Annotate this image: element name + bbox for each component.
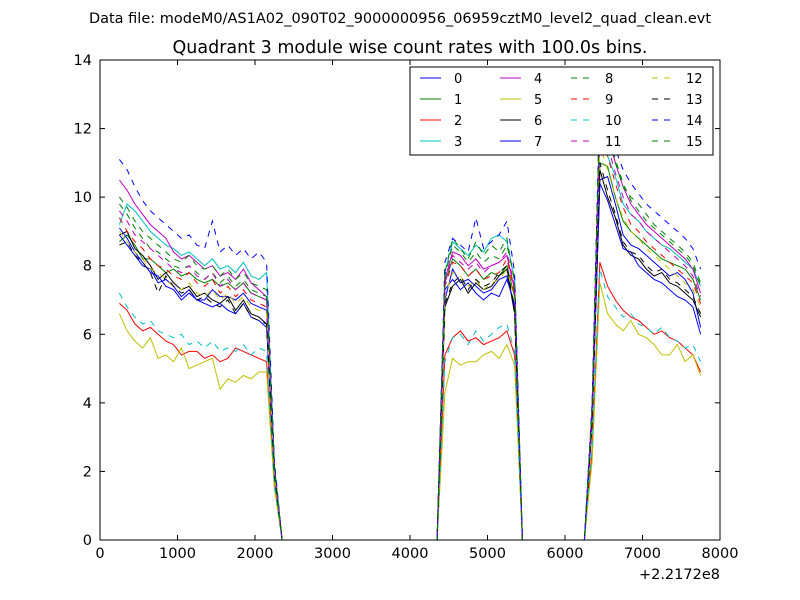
y-tick-label: 6: [83, 327, 92, 343]
series-line-0: [119, 175, 702, 541]
x-tick-label: 6000: [547, 546, 584, 562]
series-line-5: [118, 282, 702, 541]
legend-label-14: 14: [686, 114, 703, 129]
x-axis-offset-label: +2.2172e8: [639, 567, 720, 583]
x-tick-label: 7000: [624, 546, 661, 562]
y-tick-label: 0: [83, 533, 92, 549]
series-line-10: [118, 268, 702, 541]
series-line-3: [118, 140, 702, 541]
legend-label-6: 6: [534, 114, 542, 129]
legend-label-10: 10: [605, 114, 622, 129]
x-tick-label: 3000: [314, 546, 351, 562]
series-line-9: [118, 131, 702, 541]
chart-suptitle: Data file: modeM0/AS1A02_090T02_90000009…: [89, 11, 711, 27]
y-tick-label: 14: [74, 53, 92, 69]
series-line-14: [118, 97, 702, 541]
legend-label-2: 2: [454, 114, 462, 129]
legend-label-5: 5: [534, 93, 542, 108]
legend-label-8: 8: [605, 72, 613, 87]
legend-label-12: 12: [686, 72, 703, 87]
y-tick-label: 12: [74, 122, 92, 138]
y-tick-label: 10: [74, 190, 92, 206]
series-line-8: [118, 90, 702, 541]
x-tick-label: 0: [95, 546, 104, 562]
series-line-15: [118, 104, 702, 541]
chart-title: Quadrant 3 module wise count rates with …: [173, 38, 648, 58]
series-line-11: [119, 114, 702, 541]
y-tick-label: 4: [83, 396, 92, 412]
legend-label-0: 0: [454, 72, 462, 87]
series-line-7: [118, 183, 702, 541]
x-tick-label: 8000: [702, 546, 739, 562]
x-tick-label: 5000: [469, 546, 506, 562]
y-tick-label: 8: [83, 259, 92, 275]
x-tick-label: 2000: [237, 546, 274, 562]
legend-label-13: 13: [686, 93, 703, 108]
y-tick-label: 2: [83, 464, 92, 480]
series-layer: [118, 90, 702, 541]
legend-label-7: 7: [534, 135, 542, 150]
legend-label-1: 1: [454, 93, 462, 108]
legend-label-3: 3: [454, 135, 462, 150]
legend-box: [409, 66, 714, 156]
x-tick-label: 1000: [159, 546, 196, 562]
legend-label-4: 4: [534, 72, 542, 87]
legend-label-15: 15: [686, 135, 703, 150]
series-line-12: [118, 145, 702, 541]
series-line-6: [119, 169, 702, 541]
legend-label-11: 11: [605, 135, 622, 150]
x-tick-label: 4000: [392, 546, 429, 562]
legend-label-9: 9: [605, 93, 613, 108]
axis-ticks: 0 1000 2000 3000 4000 5000 6000 7000 80000246810…: [74, 53, 739, 562]
